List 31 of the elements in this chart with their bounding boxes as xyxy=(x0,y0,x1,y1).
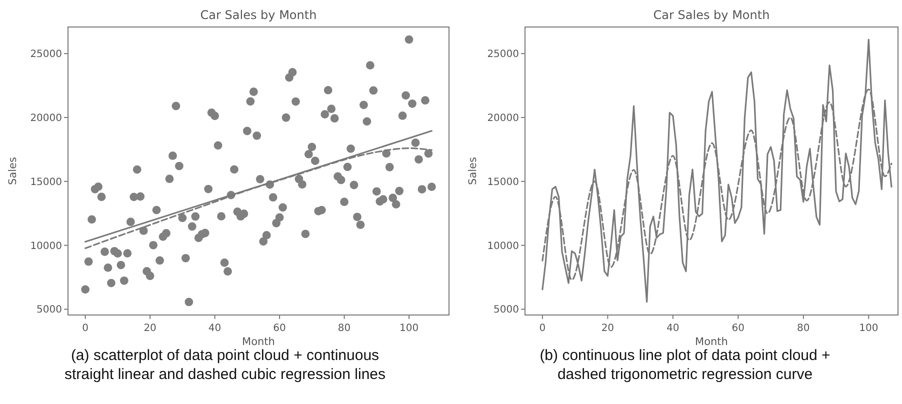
x-tick-label: 60 xyxy=(273,323,286,334)
y-tick-label: 10000 xyxy=(487,240,519,252)
y-tick-label: 25000 xyxy=(487,49,519,60)
y-tick-label: 15000 xyxy=(30,176,62,188)
x-tick-label: 0 xyxy=(539,323,546,334)
y-tick-label: 20000 xyxy=(487,113,519,124)
chart-title: Car Sales by Month xyxy=(200,8,317,22)
x-axis-title: Month xyxy=(242,336,275,348)
x-tick-label: 60 xyxy=(732,323,745,334)
x-tick-label: 40 xyxy=(208,323,222,334)
y-tick-label: 10000 xyxy=(30,240,62,252)
y-tick-label: 20000 xyxy=(30,113,62,124)
y-tick-label: 5000 xyxy=(36,304,62,316)
text: (b) continuous line plot of data point cloud + dashed trigonometric regression curve xyxy=(540,347,831,383)
x-tick-label: 20 xyxy=(601,323,614,334)
x-axis-title: Month xyxy=(695,336,728,348)
chart-title: Car Sales by Month xyxy=(653,8,770,22)
x-tick-label: 100 xyxy=(399,323,419,334)
text: (a) scatterplot of data point cloud + continuous straight linear and dashed cubic regression lines xyxy=(64,347,386,383)
x-tick-label: 80 xyxy=(338,323,351,334)
x-tick-label: 0 xyxy=(82,323,89,334)
y-axis-title: Sales xyxy=(7,157,19,185)
x-tick-label: 100 xyxy=(859,323,878,334)
y-tick-label: 5000 xyxy=(494,304,519,316)
x-tick-label: 40 xyxy=(666,323,680,334)
x-tick-label: 80 xyxy=(797,323,810,334)
x-tick-label: 20 xyxy=(144,323,156,334)
line-series xyxy=(542,38,892,303)
y-axis-title: Sales xyxy=(467,157,479,185)
y-tick-label: 15000 xyxy=(487,176,519,188)
y-tick-label: 25000 xyxy=(30,49,62,60)
